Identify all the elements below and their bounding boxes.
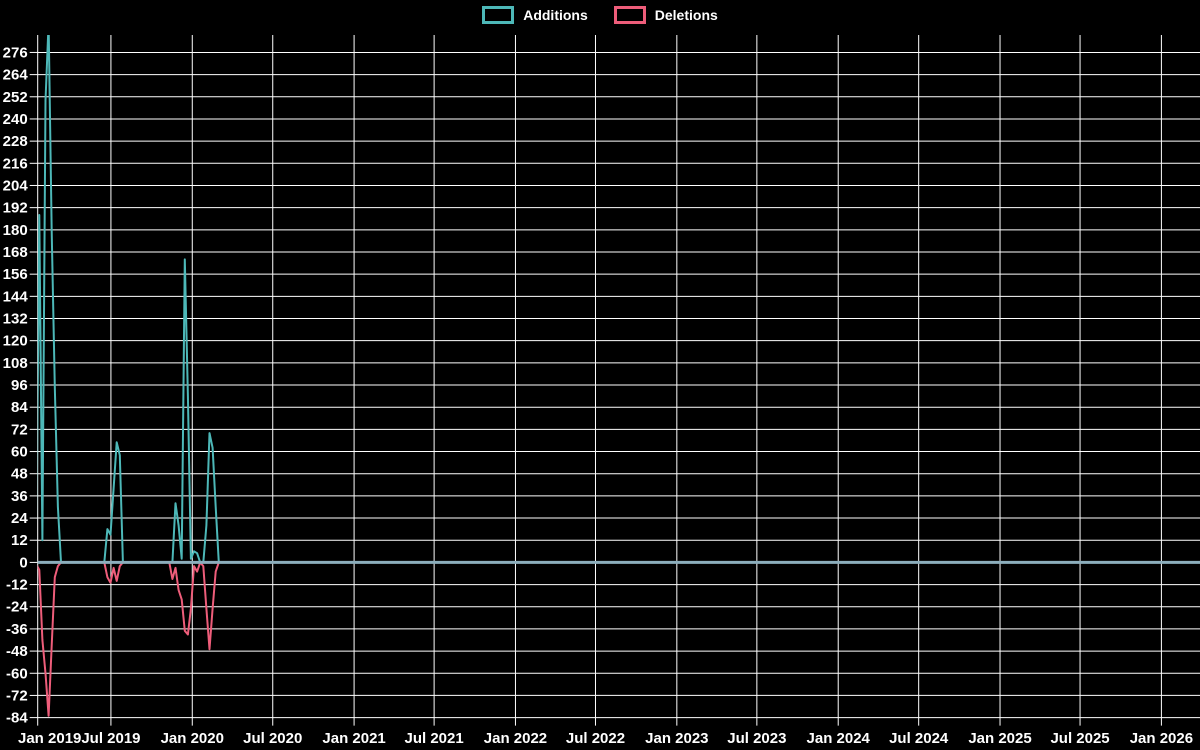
y-tick-label: 192 [3, 200, 28, 217]
x-tick-label: Jul 2021 [405, 730, 464, 747]
y-tick-label: 72 [11, 421, 28, 438]
legend-swatch-deletions [613, 6, 646, 24]
x-tick-label: Jul 2025 [1050, 730, 1109, 747]
y-tick-label: 12 [11, 532, 28, 549]
y-tick-label: 240 [3, 111, 28, 128]
y-tick-label: 96 [11, 377, 28, 394]
y-tick-label: -36 [6, 621, 28, 638]
x-tick-label: Jan 2023 [645, 730, 708, 747]
y-tick-label: 0 [19, 554, 27, 571]
x-tick-label: Jan 2020 [161, 730, 224, 747]
x-tick-label: Jul 2023 [727, 730, 786, 747]
y-tick-label: 228 [3, 133, 28, 150]
y-tick-label: -12 [6, 577, 28, 594]
y-tick-label: -60 [6, 665, 28, 682]
y-tick-label: 120 [3, 333, 28, 350]
y-tick-label: 264 [3, 67, 29, 84]
y-tick-label: 84 [11, 399, 28, 416]
legend-item-deletions[interactable]: Deletions [613, 6, 718, 24]
y-tick-label: 132 [3, 311, 28, 328]
x-tick-label: Jul 2024 [889, 730, 949, 747]
y-tick-label: 144 [3, 288, 29, 305]
x-tick-label: Jan 2021 [322, 730, 385, 747]
x-tick-label: Jan 2019 [18, 730, 81, 747]
y-tick-label: 252 [3, 89, 28, 106]
x-tick-label: Jul 2022 [566, 730, 625, 747]
legend-label: Deletions [654, 7, 718, 23]
y-tick-label: 36 [11, 488, 28, 505]
x-tick-label: Jan 2022 [484, 730, 547, 747]
legend-label: Additions [523, 7, 588, 23]
y-tick-label: 156 [3, 266, 28, 283]
y-tick-label: -48 [6, 643, 28, 660]
y-tick-label: 204 [3, 177, 29, 194]
legend-swatch-additions [482, 6, 515, 24]
y-tick-label: 24 [11, 510, 28, 527]
y-tick-label: -84 [6, 710, 28, 727]
y-tick-label: 108 [3, 355, 28, 372]
y-tick-label: 48 [11, 466, 28, 483]
x-tick-label: Jan 2026 [1130, 730, 1193, 747]
y-tick-label: -24 [6, 599, 28, 616]
y-tick-label: 60 [11, 444, 28, 461]
x-tick-label: Jan 2024 [807, 730, 871, 747]
chart-legend: Additions Deletions [0, 6, 1200, 24]
y-tick-label: 168 [3, 244, 28, 261]
y-tick-label: -72 [6, 687, 28, 704]
y-tick-label: 180 [3, 222, 28, 239]
x-tick-label: Jul 2019 [81, 730, 140, 747]
x-tick-label: Jul 2020 [243, 730, 302, 747]
y-tick-label: 276 [3, 44, 28, 61]
legend-item-additions[interactable]: Additions [482, 6, 588, 24]
y-tick-label: 216 [3, 155, 28, 172]
x-tick-label: Jan 2025 [968, 730, 1031, 747]
